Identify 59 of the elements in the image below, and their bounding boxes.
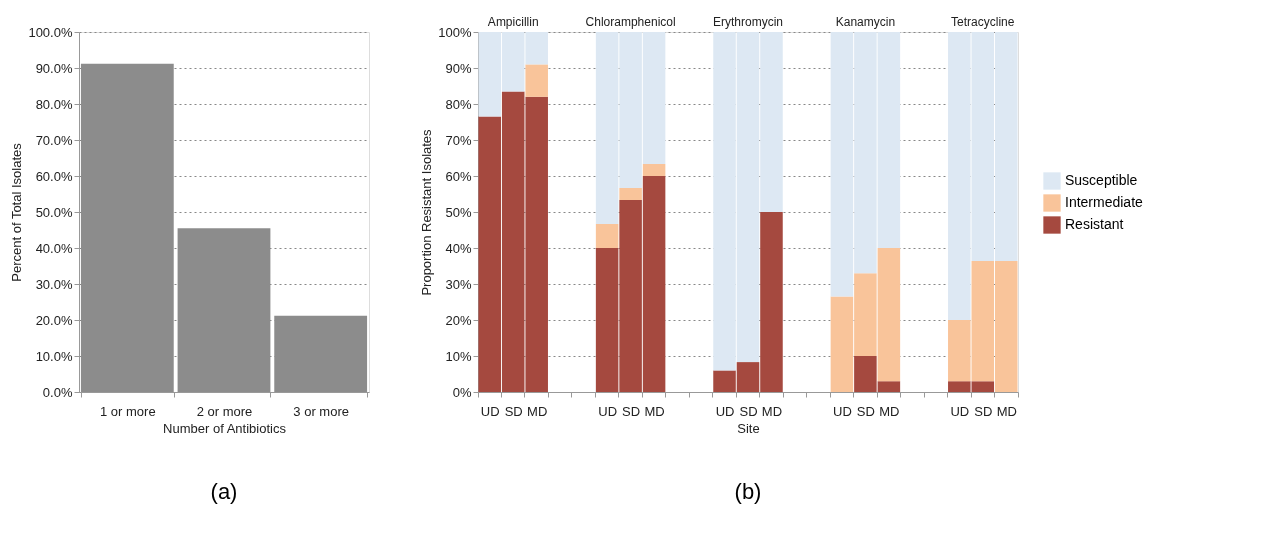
x-tick-label: 2 or more — [196, 403, 253, 419]
x-tick-label: SD — [739, 403, 758, 419]
y-tick-label: 10.0% — [35, 348, 73, 364]
legend-label: Intermediate — [1065, 194, 1144, 210]
x-tick-label: MD — [527, 403, 548, 419]
x-axis-title: Site — [737, 420, 760, 436]
y-tick-label: 50.0% — [35, 204, 73, 220]
bar — [595, 223, 619, 248]
y-tick-label: 0.0% — [42, 384, 73, 400]
text: (b) — [734, 479, 762, 504]
y-tick-label: 80% — [445, 96, 472, 112]
y-tick-label: 40% — [445, 240, 472, 256]
x-axis-title: Number of Antibiotics — [163, 420, 287, 436]
bar — [274, 315, 368, 392]
y-tick-label: 90% — [445, 60, 472, 76]
x-tick-label: 1 or more — [100, 403, 156, 419]
y-tick-label: 20.0% — [35, 312, 73, 328]
text: Tetracycline — [951, 15, 1015, 29]
text: Ampicillin — [487, 15, 539, 29]
x-tick-label: SD — [622, 403, 641, 419]
legend-label: Susceptible — [1065, 172, 1138, 188]
x-tick-label: UD — [598, 403, 618, 419]
y-tick-label: 10% — [445, 348, 472, 364]
y-tick-label: 30.0% — [35, 276, 73, 292]
x-tick-label: UD — [833, 403, 852, 419]
y-tick-label: 60.0% — [35, 168, 73, 184]
x-tick-label: SD — [974, 403, 993, 419]
text: Kanamycin — [835, 15, 896, 29]
x-tick-label: UD — [480, 403, 500, 419]
y-tick-label: 30% — [445, 276, 472, 292]
y-tick-label: 80.0% — [35, 96, 73, 112]
y-tick-label: 0% — [452, 384, 472, 400]
x-tick-label: SD — [504, 403, 523, 419]
y-axis-title: Proportion Resistant Isolates — [419, 128, 435, 296]
y-tick-label: 90.0% — [35, 60, 73, 76]
x-tick-label: UD — [715, 403, 735, 419]
text: Chloramphenicol — [585, 15, 676, 29]
x-tick-label: SD — [856, 403, 875, 419]
x-tick-label: MD — [644, 403, 665, 419]
y-tick-label: 60% — [445, 168, 472, 184]
text: (a) — [210, 479, 238, 504]
y-tick-label: 70.0% — [35, 132, 73, 148]
y-tick-label: 20% — [445, 312, 472, 328]
y-tick-label: 70% — [445, 132, 472, 148]
x-tick-label: UD — [950, 403, 970, 419]
x-tick-label: 3 or more — [293, 403, 349, 419]
x-tick-label: MD — [761, 403, 783, 419]
y-tick-label: 100.0% — [28, 24, 73, 40]
text: Erythromycin — [712, 15, 784, 29]
y-axis-title: Percent of Total Isolates — [9, 142, 25, 282]
y-tick-label: 40.0% — [35, 240, 73, 256]
legend-label: Resistant — [1065, 216, 1124, 232]
bar — [619, 187, 642, 201]
x-tick-label: MD — [879, 403, 900, 419]
x-tick-label: MD — [996, 403, 1017, 419]
bar — [525, 64, 548, 97]
bar — [642, 164, 666, 176]
y-tick-label: 100% — [438, 24, 472, 40]
y-tick-label: 50% — [445, 204, 472, 220]
